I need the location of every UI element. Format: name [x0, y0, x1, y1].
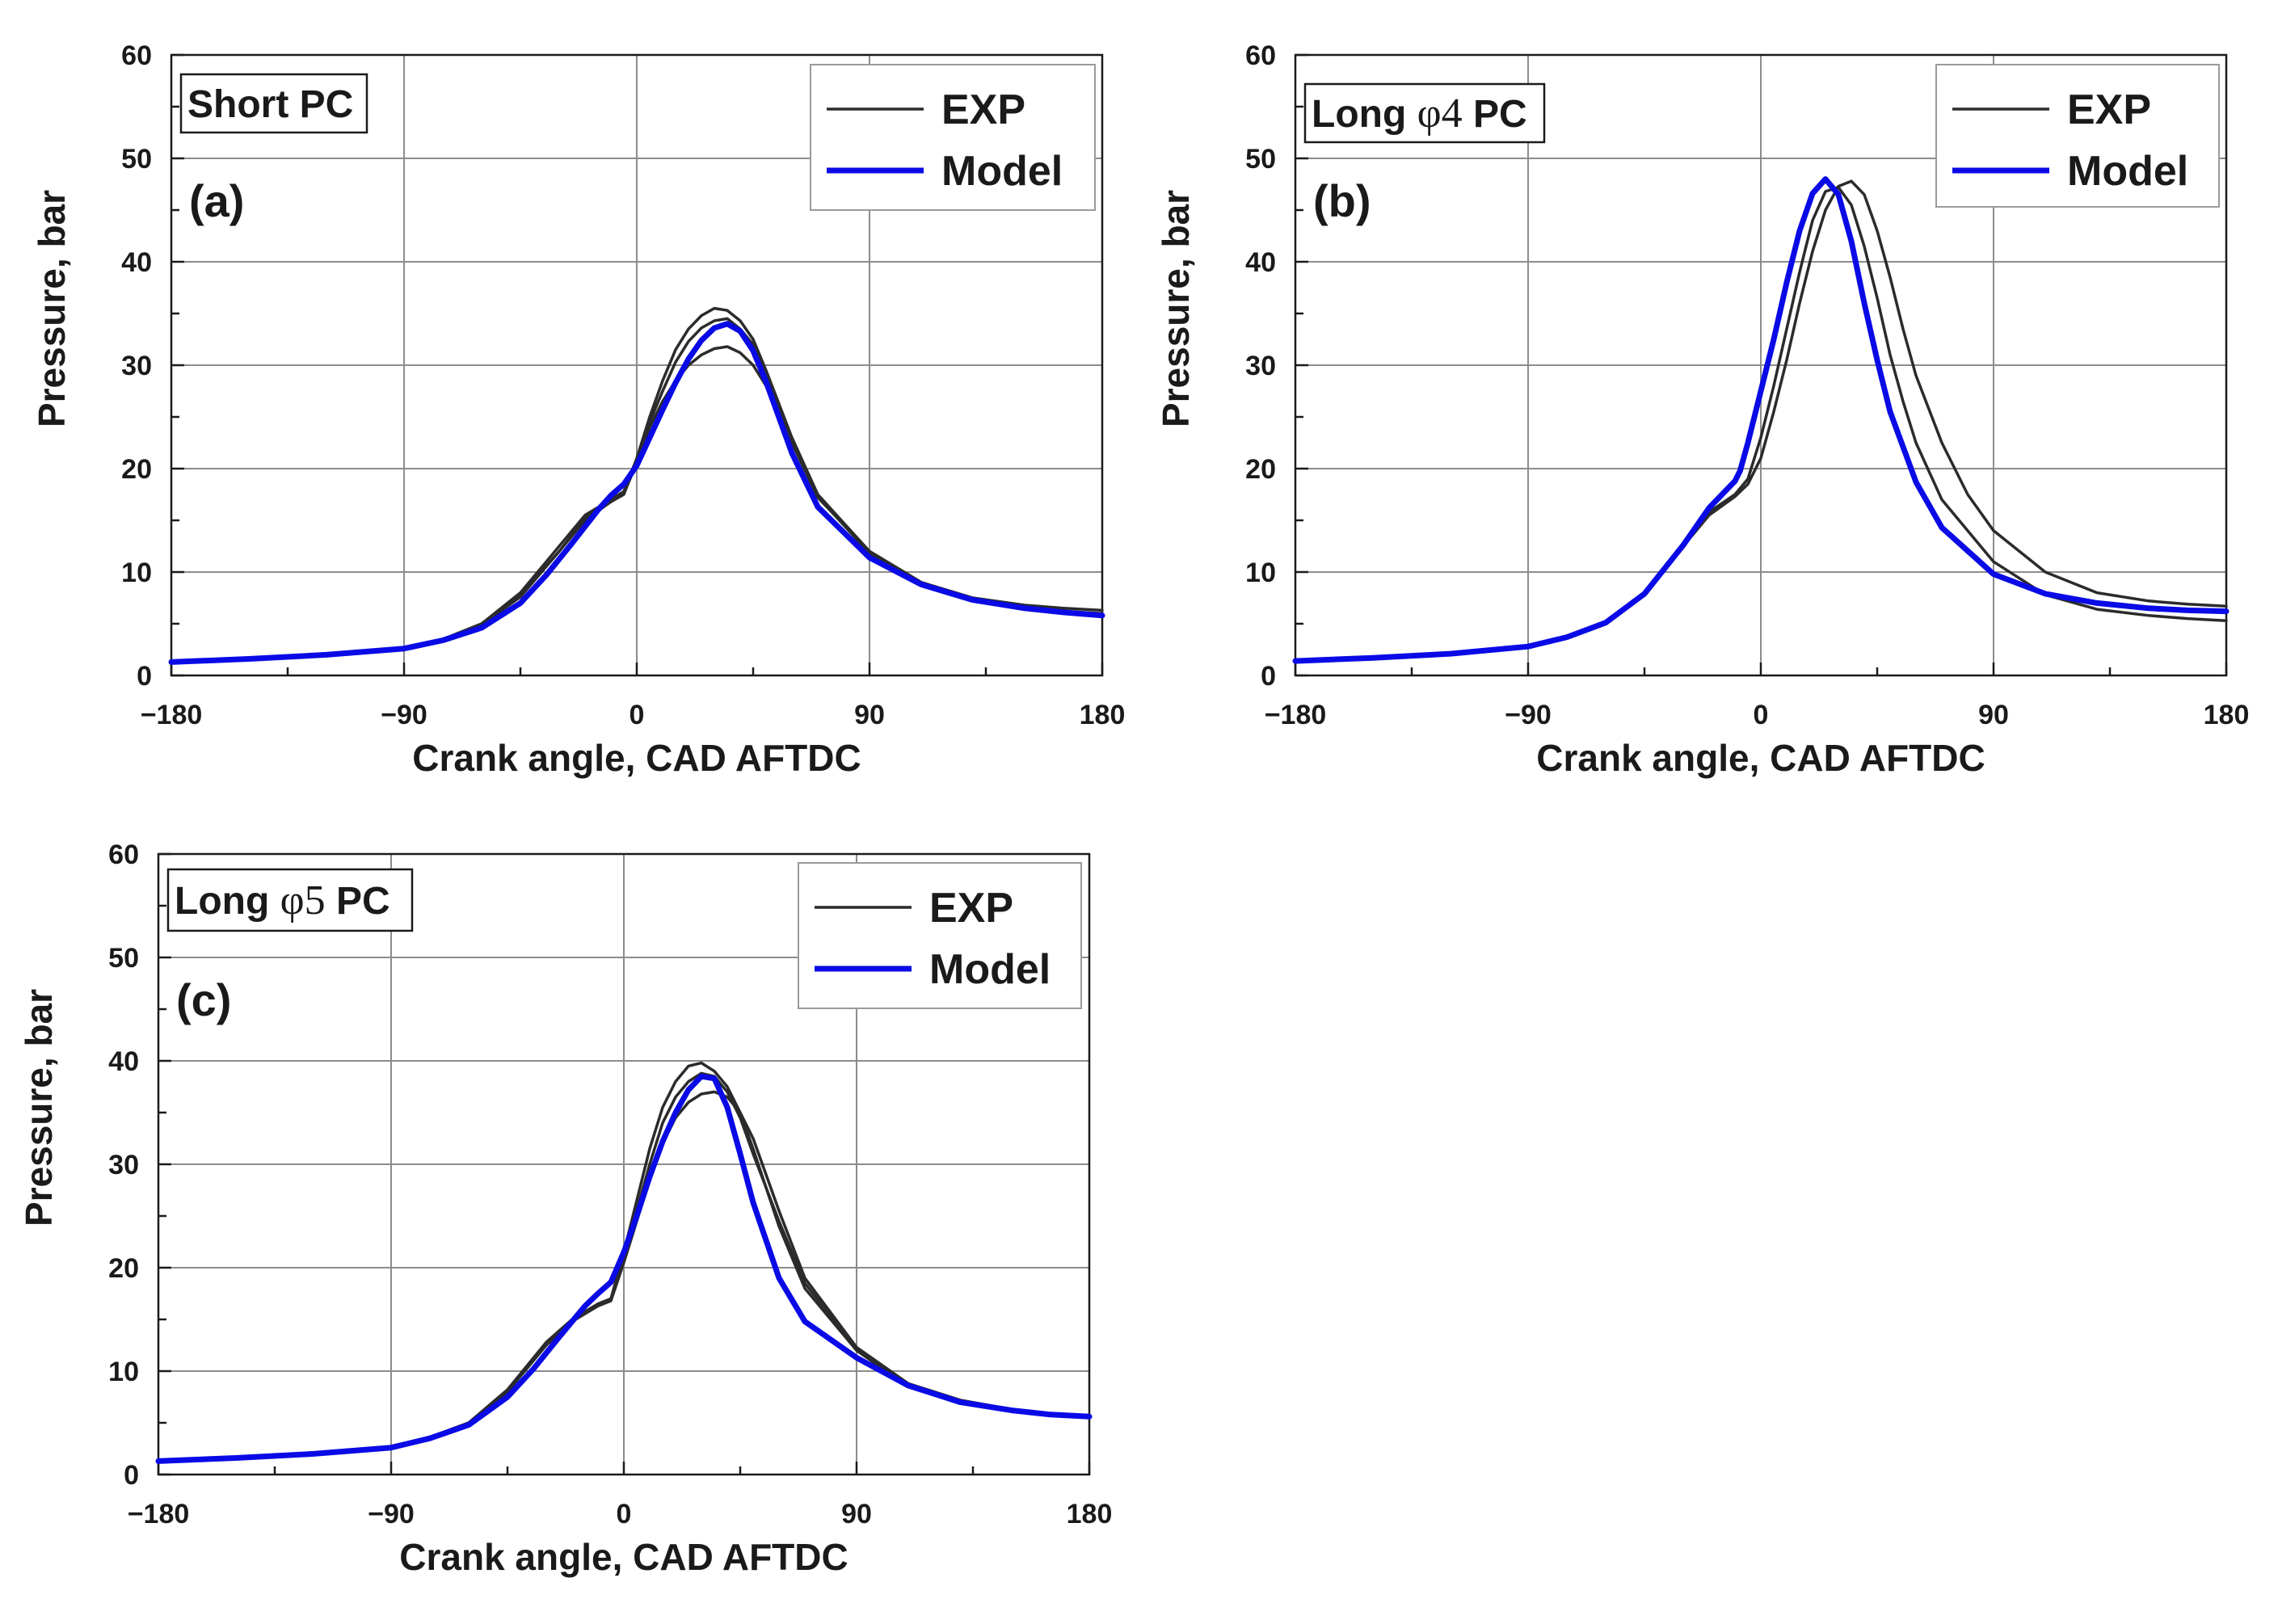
y-tick-label: 10: [121, 557, 152, 588]
y-tick-label: 30: [1245, 351, 1276, 381]
x-tick-label: 90: [1978, 700, 2009, 730]
chart-panel-a: −180 −90 0 90 180 0 10 20 30 40 50 60 Crank angle, C…: [31, 40, 1125, 779]
legend-box: [798, 862, 1082, 1009]
y-tick-label: 10: [1245, 557, 1276, 588]
y-tick-label: 60: [108, 839, 139, 870]
x-axis-title: Crank angle, CAD AFTDC: [1536, 737, 1985, 779]
panel-title-box: [166, 868, 414, 932]
y-tick-label: 40: [1245, 247, 1276, 278]
panel-title-box: [1303, 82, 1546, 144]
plot-frame: [170, 53, 1104, 677]
model-series-line: [168, 321, 1105, 665]
legend-label: Model: [2067, 148, 2188, 195]
legend-label: Model: [941, 148, 1063, 195]
x-tick-label: −180: [1265, 700, 1327, 730]
legend-label: EXP: [929, 885, 1013, 932]
y-tick-label: 30: [121, 351, 152, 381]
y-tick-label: 20: [121, 454, 152, 485]
x-tick-label: −180: [128, 1499, 190, 1529]
x-tick-label: −90: [381, 700, 427, 730]
panel-letter: (a): [189, 175, 244, 226]
panel-title: Long φ4 PC: [1312, 90, 1527, 137]
legend-box: [1935, 64, 2220, 208]
x-tick-label: −90: [1505, 700, 1552, 730]
legend-box: [810, 64, 1096, 211]
y-axis-title: Pressure, bar: [31, 190, 73, 427]
model-series-line: [155, 1073, 1093, 1464]
panel-letter: (c): [176, 974, 231, 1025]
x-tick-label: 90: [854, 700, 885, 730]
y-axis-title: Pressure, bar: [18, 989, 60, 1226]
legend-label: Model: [929, 946, 1051, 993]
x-tick-label: 90: [841, 1499, 872, 1529]
y-tick-label: 40: [108, 1046, 139, 1077]
plot-frame: [1294, 53, 2228, 677]
legend: EXP Model: [1935, 64, 2220, 208]
y-tick-label: 20: [108, 1253, 139, 1284]
y-tick-label: 0: [137, 661, 152, 692]
y-tick-label: 50: [108, 943, 139, 974]
panel-title-box: [179, 73, 368, 134]
legend: EXP Model: [798, 862, 1082, 1009]
y-tick-label: 0: [1261, 661, 1276, 692]
y-tick-label: 10: [108, 1357, 139, 1387]
y-tick-label: 30: [108, 1150, 139, 1180]
x-axis-title: Crank angle, CAD AFTDC: [399, 1536, 848, 1578]
chart-panel-b: −180 −90 0 90 180 0 10 20 30 40 50 60 Crank angle, C…: [1155, 40, 2249, 779]
y-axis-title: Pressure, bar: [1155, 190, 1197, 427]
panel-letter: (b): [1313, 175, 1371, 226]
y-tick-label: 20: [1245, 454, 1276, 485]
y-tick-label: 50: [121, 144, 152, 175]
plot-frame: [157, 852, 1091, 1476]
legend-label: EXP: [2067, 86, 2151, 133]
x-tick-label: 0: [1754, 700, 1769, 730]
y-tick-label: 0: [124, 1460, 139, 1491]
x-tick-label: 180: [1067, 1499, 1113, 1529]
x-tick-label: −180: [141, 700, 203, 730]
y-tick-label: 40: [121, 247, 152, 278]
x-tick-label: 0: [617, 1499, 632, 1529]
y-tick-label: 60: [121, 40, 152, 71]
x-axis-title: Crank angle, CAD AFTDC: [412, 737, 861, 779]
x-tick-label: 180: [1080, 700, 1126, 730]
chart-panel-c: −180 −90 0 90 180 0 10 20 30 40 50 60 Crank angle, C…: [18, 839, 1112, 1578]
y-tick-label: 60: [1245, 40, 1276, 71]
panel-title: Long φ5 PC: [175, 877, 390, 923]
y-tick-label: 50: [1245, 144, 1276, 175]
model-series-line: [1292, 176, 2230, 664]
panel-title: Short PC: [187, 83, 353, 126]
legend: EXP Model: [810, 64, 1096, 211]
x-tick-label: −90: [368, 1499, 415, 1529]
legend-label: EXP: [941, 86, 1025, 133]
x-tick-label: 0: [630, 700, 645, 730]
x-tick-label: 180: [2204, 700, 2250, 730]
